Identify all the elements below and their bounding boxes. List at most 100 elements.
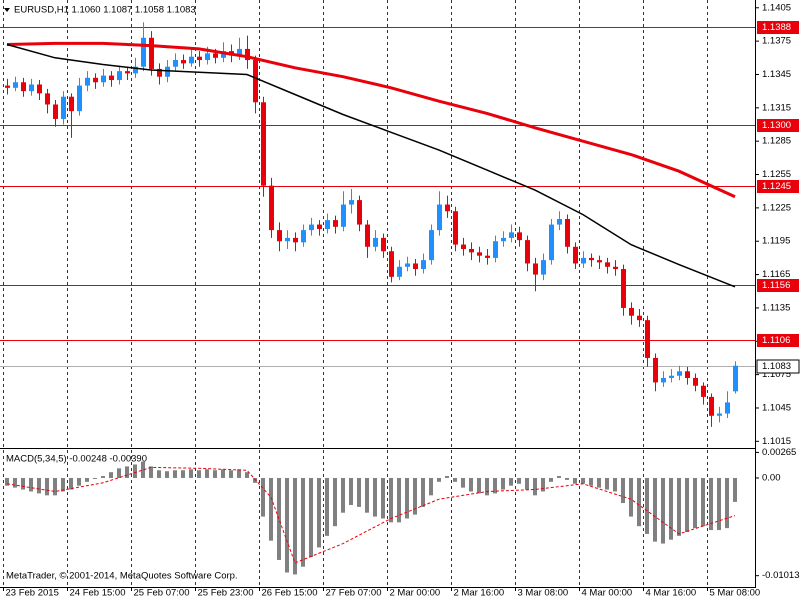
y-tick-label: 1.1345 [762,69,791,80]
candle-body [37,84,42,94]
candle-body [125,71,130,74]
y-tick-label: 1.1195 [762,236,790,247]
macd-bar [517,477,521,484]
macd-bar [373,477,377,517]
macd-bar [213,470,217,478]
y-tick-label: 0.00 [762,472,781,483]
macd-bar [653,477,657,542]
candle-body [733,365,738,392]
menu-triangle[interactable] [4,8,10,12]
candle-body [645,320,650,358]
macd-bar [301,477,305,567]
macd-bar [261,477,265,517]
macd-bar [397,477,401,523]
y-tick-label: 1.1165 [762,269,790,280]
candle-body [429,230,434,261]
macd-bar [501,477,505,490]
moving-average [6,43,736,288]
macd-title: MACD(5,34,5) -0.00248 -0.00390 [6,454,147,465]
candle-body [629,307,634,316]
bid-label: 1.1083 [762,361,791,372]
macd-bar [29,477,33,492]
macd-bar [173,470,177,478]
macd-bar [565,477,569,480]
overlay-layer: 23 Feb 2015 24 Feb 15:00 25 Feb 07:00 25 Fe… [3,2,800,599]
candle-body [69,96,74,112]
macd-bar [349,477,353,505]
candle-body [461,244,466,250]
candle-body [261,102,266,186]
candle-body [413,263,418,270]
macd-bar [685,477,689,532]
x-tick-label: 25 Feb 07:00 [134,588,190,599]
candle-body [221,51,226,58]
bid-label-box [756,359,800,374]
candle-body [85,77,90,86]
macd-bar [93,477,97,479]
candle-body [653,357,658,383]
candle-body [173,60,178,67]
candle-body [557,218,562,225]
macd-bar [285,477,289,573]
candle-body [141,37,146,67]
candle-body [77,85,82,112]
candle-body [373,237,378,247]
macd-bar [573,477,577,484]
candle-body [309,224,314,231]
macd-bar [613,477,617,492]
macd-bar [717,477,721,531]
candle-body [405,263,410,267]
macd-bar [157,470,161,478]
y-tick-label: 0.00265 [762,447,796,458]
x-tick-label: 23 Feb 2015 [6,588,59,599]
macd-bar [181,470,185,478]
macd-bar [277,477,281,560]
level-label-box [757,180,799,193]
moving-average [6,41,736,199]
macd-bar [77,477,81,486]
macd-bar [661,477,665,544]
macd-bar [485,477,489,496]
y-tick-label: 1.1225 [762,202,791,213]
candle-body [149,37,154,69]
candle-body [637,315,642,321]
macd-bar [293,477,297,575]
x-tick-label: 2 Mar 00:00 [390,588,441,599]
macd-bar [581,477,585,484]
candle-body [349,200,354,205]
candle-body [453,211,458,245]
candle-body [477,252,482,256]
macd-bar [621,477,625,504]
macd-bar [149,466,153,478]
macd-bar [205,469,209,478]
macd-bar [165,471,169,478]
candle-body [685,371,690,378]
candle-body [437,204,442,231]
candle-body [517,232,522,241]
macd-bar [557,476,561,478]
candle-body [293,237,298,243]
marks-layer [5,22,738,575]
macd-bar [429,477,433,496]
candle-body [469,249,474,253]
macd-bar [101,476,105,478]
y-tick-label: 1.1015 [762,436,791,447]
macd-bar [317,477,321,548]
macd-bar [629,477,633,517]
candle-body [485,255,490,258]
candle-body [45,93,50,105]
x-tick-label: 24 Feb 15:00 [70,588,126,599]
macd-bar [733,477,737,502]
grid-layer [0,0,755,587]
candle-body [29,84,34,92]
macd-bar [677,477,681,536]
macd-bar [437,477,441,482]
macd-bar [413,477,417,515]
candle-body [197,56,202,61]
x-tick-label: 4 Mar 00:00 [582,588,633,599]
macd-bar [53,477,57,496]
candle-body [317,224,322,230]
macd-bar [421,477,425,507]
